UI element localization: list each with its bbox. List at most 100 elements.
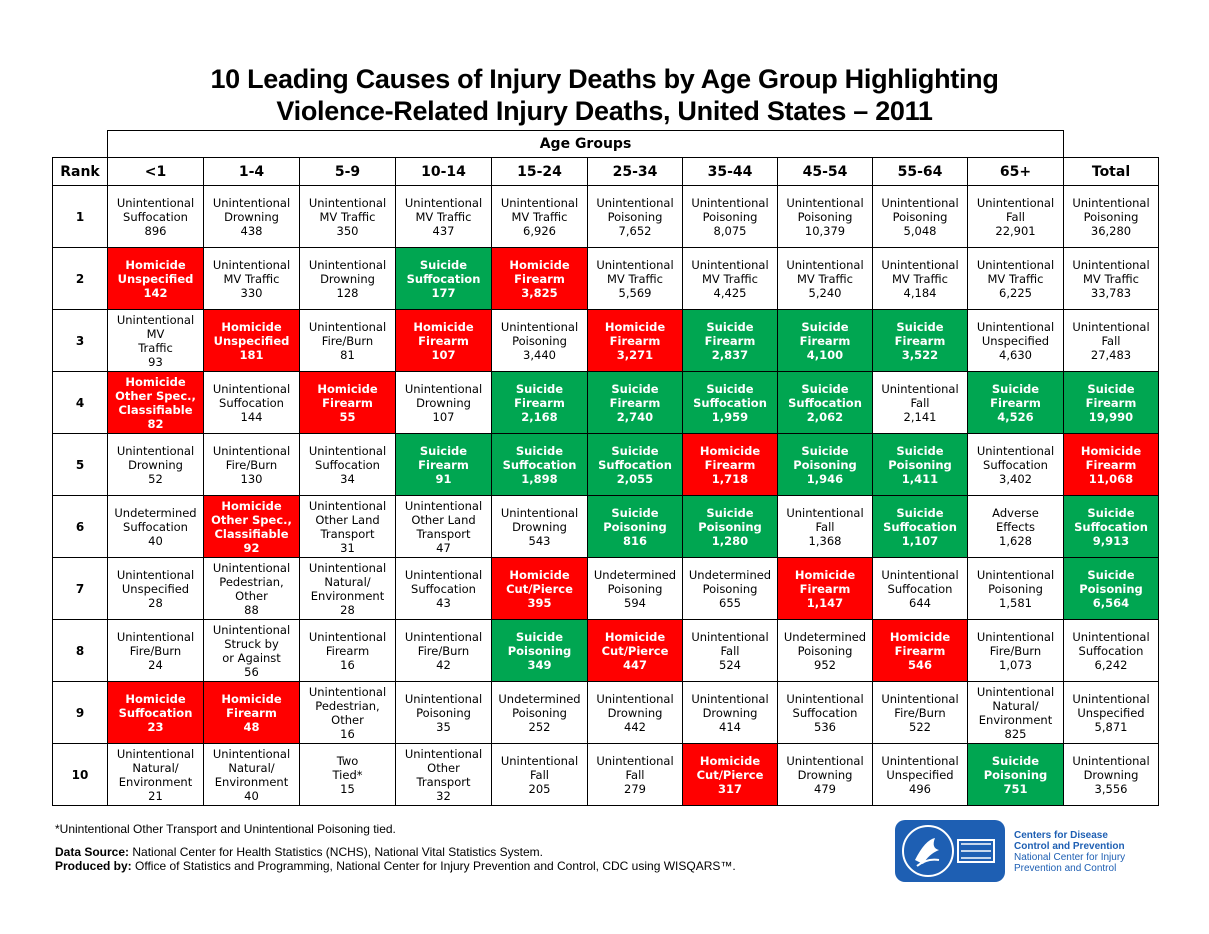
death-count: 1,147 xyxy=(806,595,844,610)
death-count: 7,652 xyxy=(618,223,652,238)
death-count: 19,990 xyxy=(1088,409,1134,424)
rank-cell: 6 xyxy=(52,495,108,558)
cause-label: MV Traffic xyxy=(319,209,376,224)
death-count: 330 xyxy=(240,285,263,300)
cause-cell: Suicide Suffocation 2,055 xyxy=(587,433,683,496)
cause-label: Unintentional xyxy=(976,257,1055,272)
death-count: 816 xyxy=(622,533,647,548)
cause-label: Suicide xyxy=(515,629,564,644)
cause-cell: Homicide Cut/Pierce 395 xyxy=(491,557,588,620)
cause-label: Homicide xyxy=(125,691,186,706)
death-count: 4,526 xyxy=(997,409,1034,424)
cause-label: Homicide xyxy=(221,319,282,334)
cause-label: Environment xyxy=(978,712,1053,727)
cause-label: Poisoning xyxy=(983,767,1048,782)
cause-label: Drowning xyxy=(224,209,279,224)
death-count: 644 xyxy=(909,595,931,610)
cause-cell: Unintentional Suffocation 644 xyxy=(872,557,968,620)
death-count: 107 xyxy=(431,347,456,362)
cause-label: Firearm xyxy=(799,581,851,596)
death-count: 3,556 xyxy=(1094,781,1128,796)
cause-cell: Suicide Poisoning 349 xyxy=(491,619,588,682)
cause-label: Cut/Pierce xyxy=(506,581,573,596)
cause-cell: Unintentional Suffocation 34 xyxy=(299,433,396,496)
cause-cell: Unintentional Fire/Burn 42 xyxy=(395,619,492,682)
column-header: 1-4 xyxy=(203,157,300,186)
column-header: 10-14 xyxy=(395,157,492,186)
cause-label: Homicide xyxy=(604,319,666,334)
cause-cell: Unintentional Poisoning 7,652 xyxy=(587,185,683,248)
cause-label: Suffocation xyxy=(502,457,577,472)
death-count: 40 xyxy=(148,533,163,548)
cause-label: Suffocation xyxy=(1074,519,1148,534)
cdc-logo-text: Centers for Disease Control and Preventi… xyxy=(1014,830,1125,874)
cause-label: Unintentional xyxy=(404,567,483,582)
table-row: 2 Homicide Unspecified 142 Unintentional MV T… xyxy=(52,247,1159,310)
cause-label: Suicide xyxy=(611,443,659,458)
cause-cell: Unintentional Natural/Environment 28 xyxy=(299,557,396,620)
table-row: 5 Unintentional Drowning 52 Unintentional Fir… xyxy=(52,433,1159,496)
death-count: 3,522 xyxy=(901,347,939,362)
cause-label: Suicide xyxy=(991,381,1040,396)
cause-cell: Unintentional Poisoning 1,581 xyxy=(967,557,1064,620)
cause-cell: Unintentional Unspecified 5,871 xyxy=(1063,681,1159,744)
cause-cell: Suicide Poisoning 751 xyxy=(967,743,1064,806)
death-count: 438 xyxy=(240,223,263,238)
cause-cell: Unintentional MV Traffic 5,569 xyxy=(587,247,683,310)
cause-label: Unintentional xyxy=(500,319,579,334)
cause-label: Pedestrian, xyxy=(315,698,380,713)
cause-label: Poisoning xyxy=(607,581,663,596)
cause-cell: Unintentional Firearm 16 xyxy=(299,619,396,682)
cause-label: Drowning xyxy=(702,705,758,720)
cause-cell: Suicide Firearm 2,837 xyxy=(682,309,778,372)
cause-label: Fall xyxy=(910,395,930,410)
cause-label: Firearm xyxy=(609,395,661,410)
cause-label: Suffocation xyxy=(123,519,188,534)
cause-label: Tied* xyxy=(332,767,363,782)
death-count: 42 xyxy=(436,657,451,672)
death-count: 479 xyxy=(814,781,836,796)
column-header: 65+ xyxy=(967,157,1064,186)
cause-cell: Suicide Suffocation 1,959 xyxy=(682,371,778,434)
cause-label: Unintentional xyxy=(1072,629,1150,644)
cause-label: Natural/ xyxy=(992,698,1039,713)
cause-label: Unintentional xyxy=(881,753,959,768)
cause-label: Drowning xyxy=(320,271,375,286)
cause-label: Unintentional xyxy=(404,629,483,644)
cause-label: Unintentional xyxy=(976,629,1055,644)
cause-cell: Suicide Suffocation 9,913 xyxy=(1063,495,1159,558)
cause-cell: Suicide Firearm 4,526 xyxy=(967,371,1064,434)
cause-label: Unintentional xyxy=(308,443,387,458)
cause-label: Poisoning xyxy=(793,457,857,472)
death-count: 34 xyxy=(340,471,355,486)
cause-label: Homicide xyxy=(889,629,951,644)
cause-label: Unspecified xyxy=(981,333,1050,348)
death-count: 317 xyxy=(717,781,742,796)
cause-label: Undetermined xyxy=(498,691,581,706)
table-row: 8 Unintentional Fire/Burn 24 Unintentional St… xyxy=(52,619,1159,682)
death-count: 1,107 xyxy=(901,533,939,548)
cause-cell: Suicide Suffocation 1,898 xyxy=(491,433,588,496)
cause-cell: Unintentional Natural/Environment 40 xyxy=(203,743,300,806)
cause-label: Suicide xyxy=(706,319,754,334)
death-count: 1,946 xyxy=(806,471,844,486)
cause-label: Suicide xyxy=(611,381,659,396)
cause-cell: Unintentional Fall 279 xyxy=(587,743,683,806)
death-count: 522 xyxy=(909,719,931,734)
cause-label: Unintentional xyxy=(691,691,769,706)
cause-label: Transport xyxy=(320,526,375,541)
cause-cell: Unintentional Suffocation 3,402 xyxy=(967,433,1064,496)
cdc-logo xyxy=(895,820,1005,882)
table-row: 4 Homicide Other Spec., Classifiable 82 Unint… xyxy=(52,371,1159,434)
data-source-line: Data Source: National Center for Health … xyxy=(55,845,736,859)
death-count: 35 xyxy=(436,719,451,734)
cause-label: Unintentional xyxy=(976,684,1055,699)
death-count: 6,225 xyxy=(999,285,1032,300)
death-count: 88 xyxy=(244,602,259,617)
cause-label: Fall xyxy=(625,767,645,782)
table-row: 1 Unintentional Suffocation 896 Unintentiona… xyxy=(52,185,1159,248)
cause-label: Suffocation xyxy=(118,705,193,720)
cause-label: Environment xyxy=(118,774,193,789)
death-count: 4,100 xyxy=(806,347,844,362)
cause-cell: Unintentional Suffocation 43 xyxy=(395,557,492,620)
